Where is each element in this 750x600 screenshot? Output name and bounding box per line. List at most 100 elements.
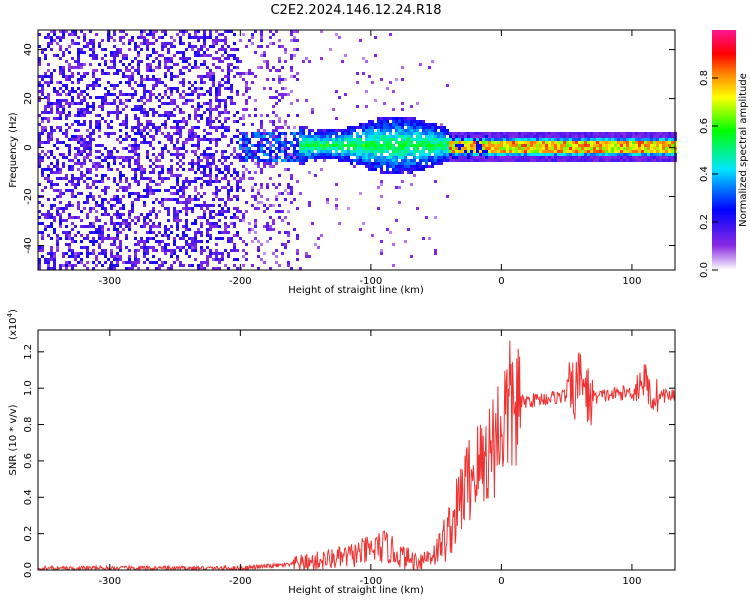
spectrogram-cell [236,249,239,252]
spectrogram-cell [590,150,593,153]
spectrogram-cell [215,126,218,129]
spectrogram-cell [56,108,59,111]
spectrogram-cell [614,147,617,150]
spectrogram-cell [50,153,53,156]
spectrogram-cell [128,75,131,78]
spectrogram-cell [128,150,131,153]
spectrogram-cell [329,147,332,150]
spectrogram-cell [173,192,176,195]
spectrogram-cell [179,147,182,150]
spectrogram-cell [554,138,557,141]
spectrogram-cell [425,135,428,138]
spectrogram-cell [230,30,233,33]
spectrogram-cell [80,162,83,165]
spectrogram-cell [386,135,389,138]
spectrogram-cell [77,159,80,162]
spectrogram-cell [236,198,239,201]
spectrogram-cell [311,111,314,114]
spectrogram-cell [140,30,143,33]
spectrogram-cell [443,135,446,138]
spectrogram-cell [617,141,620,144]
spectrogram-cell [38,138,41,141]
spectrogram-cell [644,156,647,159]
spectrogram-cell [566,135,569,138]
spectrogram-cell [473,132,476,135]
spectrogram-cell [50,183,53,186]
spectrogram-cell [158,99,161,102]
spectrogram-cell [227,111,230,114]
spectrogram-cell [110,219,113,222]
spectrogram-cell [524,153,527,156]
spectrogram-cell [221,132,224,135]
spectrogram-cell [86,213,89,216]
spectrogram-cell [320,138,323,141]
spectrogram-cell [215,42,218,45]
spectrogram-cell [149,129,152,132]
spectrogram-cell [110,255,113,258]
spectrogram-cell [68,93,71,96]
spectrogram-cell [257,207,260,210]
spectrogram-cell [41,75,44,78]
spectrogram-cell [395,168,398,171]
spectrogram-cell [293,159,296,162]
spectrogram-cell [92,102,95,105]
spectrogram-cell [413,123,416,126]
spectrogram-cell [248,228,251,231]
spectrogram-cell [506,141,509,144]
spectrogram-cell [209,252,212,255]
spectrogram-cell [380,117,383,120]
spectrogram-cell [281,210,284,213]
spectrogram-cell [179,195,182,198]
spectrogram-cell [161,153,164,156]
spectrogram-cell [389,141,392,144]
spectrogram-cell [623,159,626,162]
spectrogram-cell [137,240,140,243]
spectrogram-cell [137,120,140,123]
spectrogram-cell [248,150,251,153]
spectrogram-cell [530,150,533,153]
spectrogram-cell [83,111,86,114]
spectrogram-cell [47,45,50,48]
spectrogram-cell [509,156,512,159]
spectrogram-cell [248,222,251,225]
spectrogram-cell [407,135,410,138]
spectrogram-cell [422,126,425,129]
spectrogram-cell [446,132,449,135]
spectrogram-cell [305,153,308,156]
spectrogram-cell [401,123,404,126]
spectrogram-cell [92,54,95,57]
spectrogram-cell [311,153,314,156]
spectrogram-cell [278,75,281,78]
spectrogram-cell [215,222,218,225]
spectrogram-cell [260,126,263,129]
spectrogram-cell [239,39,242,42]
spectrogram-cell [413,165,416,168]
spectrogram-cell [395,171,398,174]
spectrogram-cell [347,126,350,129]
spectrogram-cell [275,261,278,264]
spectrogram-cell [329,156,332,159]
spectrogram-cell [635,141,638,144]
spectrogram-cell [38,75,41,78]
spectrogram-cell [38,216,41,219]
spectrogram-cell [98,150,101,153]
spectrogram-cell [38,96,41,99]
spectrogram-cell [59,87,62,90]
spectrogram-cell [272,111,275,114]
spectrogram-cell [455,159,458,162]
spectrogram-cell [104,249,107,252]
spectrogram-cell [80,108,83,111]
spectrogram-cell [233,75,236,78]
spectrogram-cell [194,132,197,135]
spectrogram-cell [179,111,182,114]
spectrogram-cell [638,141,641,144]
spectrogram-cell [281,132,284,135]
spectrogram-cell [266,114,269,117]
spectrogram-cell [431,126,434,129]
spectrogram-cell [137,216,140,219]
spectrogram-cell [206,90,209,93]
spectrogram-cell [194,36,197,39]
spectrogram-cell [119,162,122,165]
spectrogram-cell [182,90,185,93]
spectrogram-cell [278,39,281,42]
